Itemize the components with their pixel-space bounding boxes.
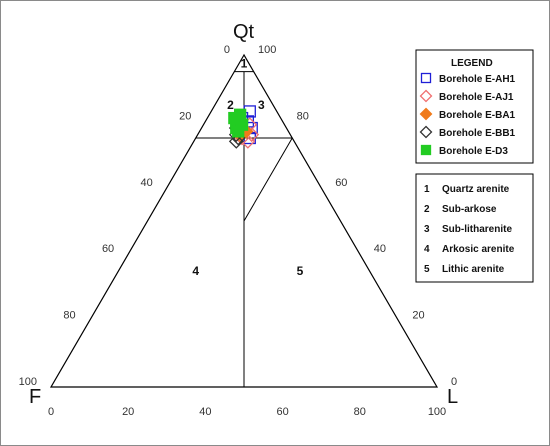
field-legend-box [415,173,534,283]
field-legend-number: 3 [424,224,430,235]
legend-label: Borehole E-D3 [439,146,508,157]
field-legend-name: Quartz arenite [442,184,510,195]
tick-label-bottom: 40 [199,406,211,418]
tick-label-left: 100 [19,376,37,388]
ternary-triangle [49,53,439,388]
legend-items: Borehole E-AH1 Borehole E-AJ1 Borehole E-B… [419,72,516,157]
legend-label: Borehole E-AJ1 [439,92,514,103]
field-legend-name: Lithic arenite [442,264,505,275]
legend-marker [420,144,432,156]
field-label-1: 1 [241,56,248,70]
tick-label-left: 60 [102,243,114,255]
tick-label-right: 100 [258,44,276,56]
data-points [228,105,260,149]
legend-marker [419,89,433,103]
field-legend-items: 1 Quartz arenite 2 Sub-arkose 3 Sub-lithareni… [424,184,515,275]
vertex-label-right: L [447,386,458,408]
legend-box [415,49,534,164]
field-legend-name: Sub-litharenite [442,224,512,235]
field-boundaries [195,71,293,387]
field-legend-number: 1 [424,184,430,195]
legend-marker [419,125,433,139]
tick-label-bottom: 80 [354,406,366,418]
tick-label-bottom: 60 [276,406,288,418]
series-4 [228,108,249,138]
legend-label: Borehole E-BA1 [439,110,516,121]
field-legend-name: Arkosic arenite [442,244,515,255]
field-label-5: 5 [297,264,304,278]
tick-label-left: 80 [63,310,75,322]
tick-label-right: 0 [451,376,457,388]
boundary-lithic-arkosic-right [243,137,293,222]
tick-label-right: 40 [374,243,386,255]
field-legend-number: 2 [424,204,430,215]
legend-fields: 1 Quartz arenite 2 Sub-arkose 3 Sub-lithareni… [415,173,534,283]
data-point [232,125,245,138]
vertex-label-top: Qt [233,21,255,43]
legend-marker [419,107,433,121]
field-label-2: 2 [227,98,234,112]
legend-title: LEGEND [451,58,493,69]
tick-label-left: 20 [179,110,191,122]
tick-labels: 0 0 0 20 20 20 40 40 40 60 60 60 80 80 80 100 100 100 [19,44,457,418]
tick-label-right: 60 [335,177,347,189]
field-legend-number: 4 [424,244,430,255]
field-label-3: 3 [258,98,265,112]
field-label-4: 4 [192,264,199,278]
data-point [228,111,241,125]
triangle-outline [49,53,439,388]
tick-label-bottom: 20 [122,406,134,418]
legend-label: Borehole E-AH1 [439,74,516,85]
legend-marker [420,72,432,84]
vertex-label-left: F [29,386,41,408]
tick-label-right: 20 [412,310,424,322]
tick-label-bottom: 0 [48,406,54,418]
tick-label-left: 0 [224,44,230,56]
legend-label: Borehole E-BB1 [439,128,516,139]
tick-label-right: 80 [297,110,309,122]
field-legend-number: 5 [424,264,430,275]
field-labels: 1 2 3 4 5 [192,56,303,277]
tick-label-left: 40 [141,177,153,189]
tick-label-bottom: 100 [428,406,446,418]
field-legend-name: Sub-arkose [442,204,497,215]
